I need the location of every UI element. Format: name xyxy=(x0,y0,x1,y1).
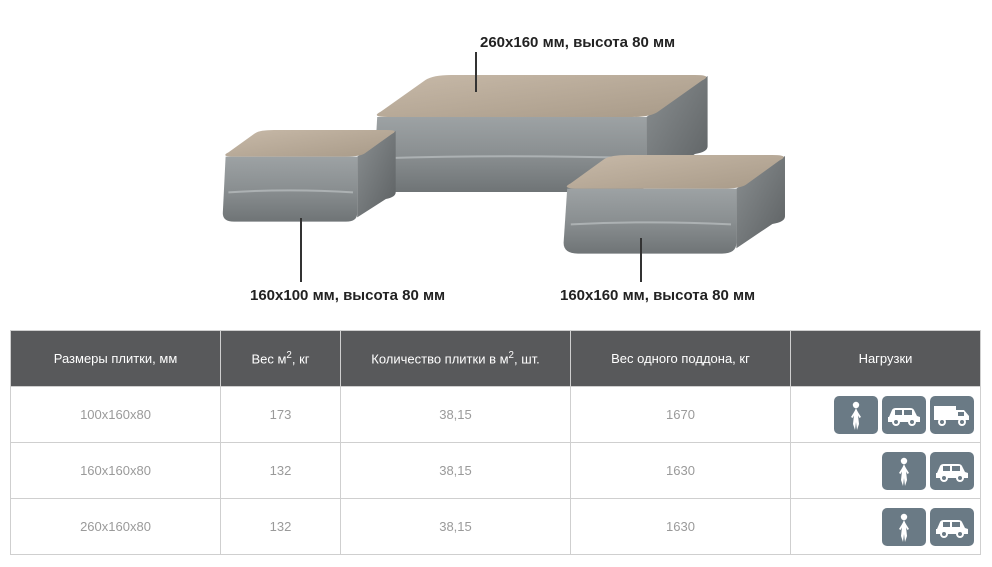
cell-qty: 38,15 xyxy=(341,387,571,443)
col-header-0: Размеры плитки, мм xyxy=(11,331,221,387)
callout-line-small xyxy=(300,218,302,282)
col-header-text: , шт. xyxy=(514,352,540,367)
cell-loads xyxy=(791,443,981,499)
col-header-2: Количество плитки в м2, шт. xyxy=(341,331,571,387)
cell-qty: 38,15 xyxy=(341,443,571,499)
paver-block-medium xyxy=(560,155,798,268)
col-header-4: Нагрузки xyxy=(791,331,981,387)
spec-table: Размеры плитки, ммВес м2, кгКоличество п… xyxy=(10,330,981,555)
paver-block-small xyxy=(220,130,408,236)
cell-size: 100х160х80 xyxy=(11,387,221,443)
callout-label-large: 260x160 мм, высота 80 мм xyxy=(480,34,675,51)
table-row: 100х160х8017338,151670 xyxy=(11,387,981,443)
car-icon xyxy=(930,452,974,490)
col-header-text: , кг xyxy=(292,352,310,367)
cell-size: 260х160х80 xyxy=(11,499,221,555)
callout-line-medium xyxy=(640,238,642,282)
cell-loads xyxy=(791,499,981,555)
table-row: 260х160х8013238,151630 xyxy=(11,499,981,555)
cell-pallet: 1630 xyxy=(571,443,791,499)
col-header-text: Количество плитки в м xyxy=(371,352,508,367)
cell-qty: 38,15 xyxy=(341,499,571,555)
callout-label-small: 160x100 мм, высота 80 мм xyxy=(250,287,445,304)
cell-pallet: 1670 xyxy=(571,387,791,443)
col-header-1: Вес м2, кг xyxy=(221,331,341,387)
product-diagram: 260x160 мм, высота 80 мм 160x100 мм, выс… xyxy=(0,0,992,330)
callout-label-medium: 160x160 мм, высота 80 мм xyxy=(560,287,755,304)
table-header-row: Размеры плитки, ммВес м2, кгКоличество п… xyxy=(11,331,981,387)
person-icon xyxy=(834,396,878,434)
cell-size: 160х160х80 xyxy=(11,443,221,499)
person-icon xyxy=(882,452,926,490)
person-icon xyxy=(882,508,926,546)
col-header-3: Вес одного поддона, кг xyxy=(571,331,791,387)
car-icon xyxy=(930,508,974,546)
col-header-text: Вес м xyxy=(251,352,286,367)
car-icon xyxy=(882,396,926,434)
cell-loads xyxy=(791,387,981,443)
callout-line-large xyxy=(475,52,477,92)
cell-weight: 173 xyxy=(221,387,341,443)
table-row: 160х160х8013238,151630 xyxy=(11,443,981,499)
cell-weight: 132 xyxy=(221,499,341,555)
truck-icon xyxy=(930,396,974,434)
cell-weight: 132 xyxy=(221,443,341,499)
cell-pallet: 1630 xyxy=(571,499,791,555)
